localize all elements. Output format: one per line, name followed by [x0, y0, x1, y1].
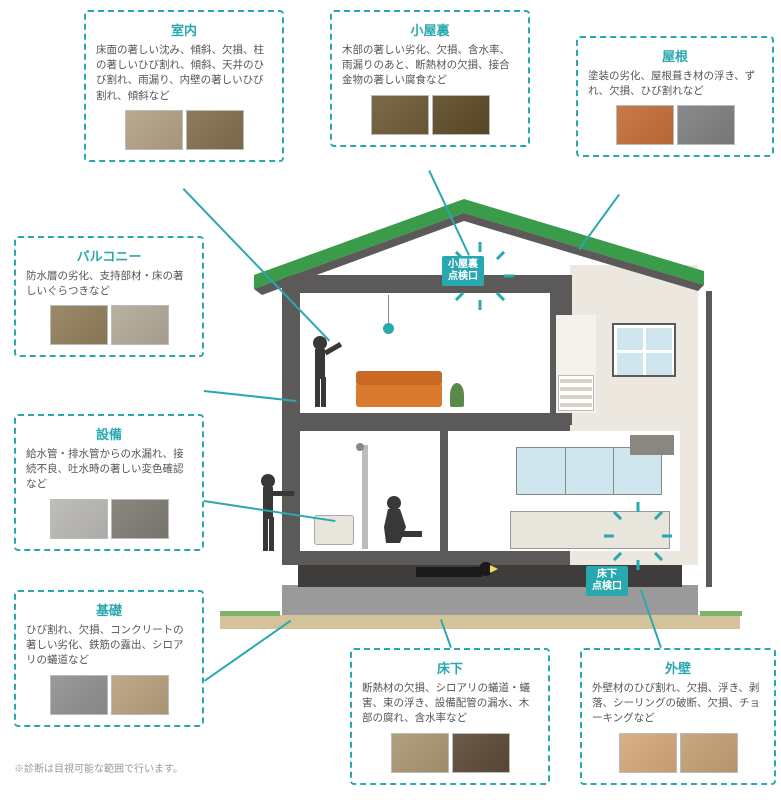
foundation: [282, 585, 698, 615]
sofa: [356, 383, 442, 407]
thumbs: [342, 95, 518, 135]
range-hood: [630, 435, 674, 455]
bed-stripes: [560, 379, 592, 407]
thumbs: [96, 110, 272, 150]
callout-desc: 断熱材の欠損、シロアリの蟻道・蟻害、束の浮き、設備配管の漏水、木部の腐れ、含水率…: [362, 681, 538, 727]
thumb-1: [50, 499, 108, 539]
grass-left: [220, 611, 280, 616]
door-frame: [362, 445, 368, 549]
thumb-2: [677, 105, 735, 145]
tag-koyaura-tenkenko: 小屋裏 点検口: [442, 256, 484, 286]
tag-line2: 点検口: [592, 581, 622, 592]
callout-gaiheki: 外壁 外壁材のひび割れ、欠損、浮き、剥落、シーリングの破断、欠損、チョーキングな…: [580, 648, 776, 785]
callout-title: 外壁: [592, 658, 764, 677]
thumb-1: [391, 733, 449, 773]
callout-koyaura: 小屋裏 木部の著しい劣化、欠損、含水率、雨漏りのあと、断熱材の欠損、接合金物の著…: [330, 10, 530, 147]
thumbs: [26, 305, 192, 345]
callout-desc: 給水管・排水管からの水漏れ、接続不良、吐水時の著しい変色確認など: [26, 447, 192, 493]
thumb-1: [616, 105, 674, 145]
callout-setsubi: 設備 給水管・排水管からの水漏れ、接続不良、吐水時の著しい変色確認など: [14, 414, 204, 551]
downpipe: [706, 291, 712, 587]
tag-line1: 床下: [597, 569, 617, 580]
footnote: ※診断は目視可能な範囲で行います。: [14, 760, 183, 775]
callout-title: 床下: [362, 658, 538, 677]
callout-kiso: 基礎 ひび割れ、欠損、コンクリートの著しい劣化、鉄筋の露出、シロアリの蟻道など: [14, 590, 204, 727]
thumb-2: [111, 499, 169, 539]
burst-underfloor: [618, 531, 658, 571]
callout-desc: 塗装の劣化、屋根葺き材の浮き、ずれ、欠損、ひび割れなど: [588, 69, 762, 99]
grass-right: [700, 611, 742, 616]
callout-title: 基礎: [26, 600, 192, 619]
inspector-crawling: [408, 559, 498, 583]
thumb-2: [111, 305, 169, 345]
thumb-1: [50, 675, 108, 715]
leader-line: [204, 620, 291, 681]
callout-title: バルコニー: [26, 246, 192, 265]
callout-balcony: バルコニー 防水層の劣化、支持部材・床の著しいぐらつきなど: [14, 236, 204, 357]
shower-head-icon: [356, 443, 364, 451]
facade-window: [612, 323, 676, 377]
thumb-2: [452, 733, 510, 773]
thumbs: [362, 733, 538, 773]
thumb-1: [371, 95, 429, 135]
pendant-light: [388, 295, 389, 325]
sofa-back: [356, 371, 442, 385]
callout-desc: 外壁材のひび割れ、欠損、浮き、剥落、シーリングの破断、欠損、チョーキングなど: [592, 681, 764, 727]
callout-title: 設備: [26, 424, 192, 443]
callout-desc: 木部の著しい劣化、欠損、含水率、雨漏りのあと、断熱材の欠損、接合金物の著しい腐食…: [342, 43, 518, 89]
thumb-1: [125, 110, 183, 150]
callout-yane: 屋根 塗装の劣化、屋根葺き材の浮き、ずれ、欠損、ひび割れなど: [576, 36, 774, 157]
diagram-canvas: 室内 床面の著しい沈み、傾斜、欠損、柱の著しいひび割れ、傾斜、天井のひび割れ、雨…: [0, 0, 781, 805]
tag-line2: 点検口: [448, 271, 478, 282]
callout-shitsunai: 室内 床面の著しい沈み、傾斜、欠損、柱の著しいひび割れ、傾斜、天井のひび割れ、雨…: [84, 10, 284, 162]
callout-desc: ひび割れ、欠損、コンクリートの著しい劣化、鉄筋の露出、シロアリの蟻道など: [26, 623, 192, 669]
thumb-2: [111, 675, 169, 715]
inspector-pointing-upper: [306, 333, 346, 413]
thumb-1: [50, 305, 108, 345]
tag-line1: 小屋裏: [448, 259, 478, 270]
ground: [220, 615, 740, 629]
plant: [450, 383, 464, 407]
pendant-bulb-icon: [383, 323, 394, 334]
thumb-1: [619, 733, 677, 773]
callout-title: 室内: [96, 20, 272, 39]
callout-desc: 防水層の劣化、支持部材・床の著しいぐらつきなど: [26, 269, 192, 299]
inspector-kneeling: [376, 493, 426, 551]
thumb-2: [680, 733, 738, 773]
thumb-2: [186, 110, 244, 150]
thumbs: [592, 733, 764, 773]
thumb-2: [432, 95, 490, 135]
callout-title: 屋根: [588, 46, 762, 65]
thumbs: [588, 105, 762, 145]
callout-yukashita: 床下 断熱材の欠損、シロアリの蟻道・蟻害、束の浮き、設備配管の漏水、木部の腐れ、…: [350, 648, 550, 785]
thumbs: [26, 675, 192, 715]
tag-yukashita-tenkenko: 床下 点検口: [586, 566, 628, 596]
callout-title: 小屋裏: [342, 20, 518, 39]
thumbs: [26, 499, 192, 539]
callout-desc: 床面の著しい沈み、傾斜、欠損、柱の著しいひび割れ、傾斜、天井のひび割れ、雨漏り、…: [96, 43, 272, 104]
